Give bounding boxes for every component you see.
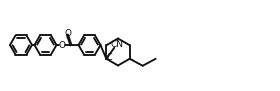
Text: C: C — [106, 53, 112, 62]
Text: O: O — [64, 28, 71, 37]
Text: CN: CN — [111, 40, 124, 49]
Text: O: O — [59, 40, 66, 50]
